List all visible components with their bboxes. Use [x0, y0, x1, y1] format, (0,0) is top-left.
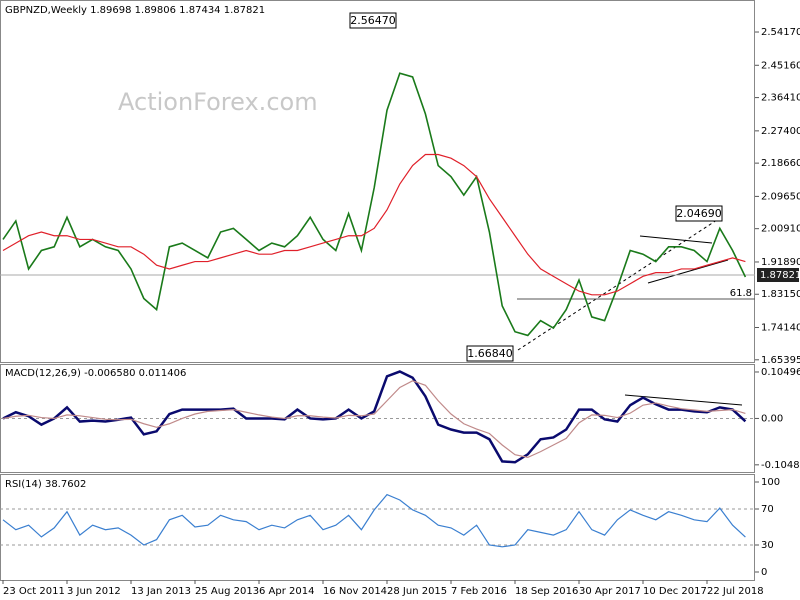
annotation-box [466, 345, 514, 362]
main-panel [0, 0, 755, 363]
annotation: 2.56470 [350, 14, 396, 27]
y-tick-label: 1.65395 [761, 355, 800, 366]
y-tick-label: 2.18660 [761, 158, 800, 169]
y-tick-label: 1.91890 [761, 257, 800, 268]
x-tick-label: 3 Jun 2012 [67, 586, 121, 597]
y-tick-label: 30 [761, 540, 774, 551]
x-tick-label: 25 Aug 2013 [195, 586, 259, 597]
annotation: 1.66840 [467, 347, 513, 360]
x-tick-label: 16 Nov 2014 [323, 586, 387, 597]
current-price-box [757, 268, 799, 282]
x-tick-label: 30 Apr 2017 [579, 586, 641, 597]
y-tick-label: 0 [761, 567, 767, 578]
y-tick-label: 2.09650 [761, 191, 800, 202]
y-tick-label: 2.36410 [761, 93, 800, 104]
y-tick-label: 2.45160 [761, 60, 800, 71]
macd-title: MACD(12,26,9) -0.006580 0.011406 [5, 368, 186, 379]
series-line [2, 72, 747, 337]
y-tick-label: 0.00 [761, 413, 783, 424]
y-tick-label: 0.104962 [761, 367, 800, 378]
x-tick-label: 10 Dec 2017 [643, 586, 707, 597]
x-tick-label: 23 Oct 2011 [3, 586, 65, 597]
y-tick-label: 2.00910 [761, 224, 800, 235]
y-tick-label: -0.104804 [761, 460, 800, 471]
chart-title: GBPNZD,Weekly 1.89698 1.89806 1.87434 1.… [5, 5, 265, 16]
series-line [2, 493, 746, 548]
y-tick-label: 2.27400 [761, 126, 800, 137]
series-line [2, 370, 747, 464]
watermark: ActionForex.com [118, 88, 318, 116]
rsi-panel [0, 474, 755, 581]
current-price: 1.87821 [760, 270, 800, 281]
x-tick-label: 7 Feb 2016 [451, 586, 507, 597]
rsi-title: RSI(14) 38.7602 [5, 479, 86, 490]
trend-line [624, 394, 743, 406]
x-tick-label: 13 Jan 2013 [131, 586, 191, 597]
trend-line [647, 259, 729, 284]
fib-label: 61.8 [730, 288, 752, 299]
y-tick-label: 1.83150 [761, 289, 800, 300]
y-tick-label: 2.54170 [761, 27, 800, 38]
annotation-box [349, 12, 397, 29]
series-line [2, 380, 746, 459]
annotation: 2.04690 [676, 207, 722, 220]
trend-line [639, 235, 713, 244]
y-tick-label: 1.74140 [761, 323, 800, 334]
x-tick-label: 18 Sep 2016 [515, 586, 578, 597]
y-tick-label: 100 [761, 477, 780, 488]
x-tick-label: 6 Apr 2014 [259, 586, 314, 597]
x-tick-label: 28 Jun 2015 [387, 586, 447, 597]
x-tick-label: 22 Jul 2018 [707, 586, 764, 597]
series-line [2, 153, 746, 296]
y-tick-label: 70 [761, 504, 774, 515]
annotation-box [675, 205, 723, 222]
macd-panel [0, 364, 755, 473]
